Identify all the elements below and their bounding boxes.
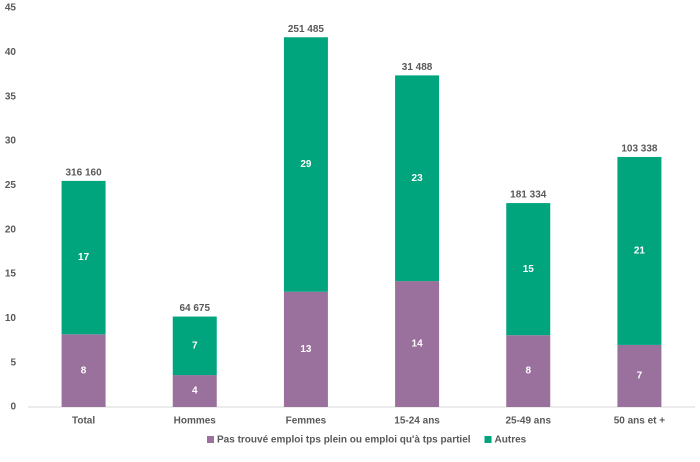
x-tick-label: 50 ans et + — [614, 416, 666, 427]
legend-label: Autres — [495, 435, 527, 446]
bar-segment — [172, 316, 217, 376]
value-label: 14 — [412, 339, 424, 350]
y-tick-label: 25 — [5, 180, 17, 191]
y-tick-label: 10 — [5, 313, 17, 324]
y-tick-label: 30 — [5, 136, 17, 147]
bar-segment — [506, 203, 551, 336]
total-label: 251 485 — [288, 24, 325, 35]
bar-segment — [395, 281, 440, 407]
bar-segment — [61, 180, 106, 335]
y-tick-label: 45 — [5, 3, 17, 14]
value-label: 17 — [78, 252, 90, 263]
value-label: 4 — [192, 386, 198, 397]
bar-segment — [617, 156, 662, 345]
bar-segment — [395, 75, 440, 282]
total-label: 64 675 — [179, 303, 210, 314]
total-label: 103 338 — [621, 144, 658, 155]
x-tick-label: Hommes — [174, 416, 217, 427]
value-label: 8 — [525, 366, 531, 377]
x-tick-label: Total — [72, 416, 95, 427]
bar-segment — [61, 334, 106, 407]
legend-swatch — [484, 436, 492, 443]
total-label: 31 488 — [402, 62, 433, 73]
y-tick-label: 35 — [5, 91, 17, 102]
legend-swatch — [207, 436, 214, 443]
bar-segment — [506, 335, 551, 407]
value-label: 23 — [412, 173, 424, 184]
value-label: 7 — [637, 371, 643, 382]
legend-label: Pas trouvé emploi tps plein ou emploi qu… — [217, 435, 471, 446]
y-tick-label: 15 — [5, 269, 17, 280]
bar-segment — [283, 291, 328, 407]
value-label: 7 — [192, 340, 198, 351]
value-label: 21 — [634, 246, 646, 257]
value-label: 13 — [300, 344, 312, 355]
x-tick-label: 25-49 ans — [505, 416, 551, 427]
value-label: 15 — [523, 264, 535, 275]
bar-segment — [172, 375, 217, 407]
y-tick-label: 40 — [5, 47, 17, 58]
bar-segment — [617, 344, 662, 407]
total-label: 316 160 — [66, 168, 103, 179]
bar-segment — [283, 37, 328, 292]
y-tick-label: 20 — [5, 224, 17, 235]
x-tick-label: 15-24 ans — [394, 416, 440, 427]
value-label: 29 — [300, 159, 312, 170]
x-tick-label: Femmes — [286, 416, 327, 427]
y-tick-label: 5 — [10, 357, 16, 368]
total-label: 181 334 — [510, 190, 547, 201]
value-label: 8 — [81, 365, 87, 376]
y-tick-label: 0 — [10, 402, 16, 413]
